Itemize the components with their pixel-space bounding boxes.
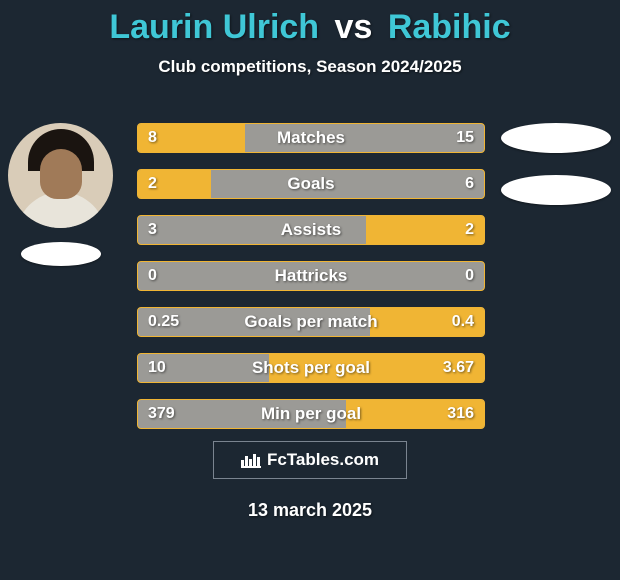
stat-row: 26Goals <box>137 169 485 199</box>
left-player-column <box>8 123 113 266</box>
bar-right-fill <box>370 308 484 336</box>
stat-row: 103.67Shots per goal <box>137 353 485 383</box>
stat-left-value: 0.25 <box>138 308 189 336</box>
bar-right-fill <box>269 354 484 382</box>
right-player-column <box>500 123 612 205</box>
title-player-right: Rabihic <box>388 8 511 46</box>
stat-right-value: 0 <box>455 262 484 290</box>
brand-label: FcTables.com <box>267 450 379 470</box>
page-title: Laurin Ulrich vs Rabihic <box>0 0 620 47</box>
bar-left-fill <box>138 170 211 198</box>
stat-row: 379316Min per goal <box>137 399 485 429</box>
bar-left-fill <box>138 124 245 152</box>
title-player-left: Laurin Ulrich <box>109 8 319 46</box>
stat-row: 32Assists <box>137 215 485 245</box>
left-team-badge <box>21 242 101 266</box>
stat-row: 815Matches <box>137 123 485 153</box>
stat-left-value: 3 <box>138 216 167 244</box>
stat-row: 0.250.4Goals per match <box>137 307 485 337</box>
bar-right-fill <box>346 400 484 428</box>
footer-date: 13 march 2025 <box>0 500 620 521</box>
stat-label: Hattricks <box>138 262 484 290</box>
stat-right-value: 15 <box>446 124 484 152</box>
bar-right-fill <box>366 216 484 244</box>
left-player-avatar <box>8 123 113 228</box>
brand-chart-icon <box>241 452 261 468</box>
stat-left-value: 0 <box>138 262 167 290</box>
comparison-bars: 815Matches 26Goals 32Assists 0 0Hattricks 0.2… <box>137 123 485 445</box>
page-subtitle: Club competitions, Season 2024/2025 <box>0 57 620 77</box>
stat-left-value: 10 <box>138 354 176 382</box>
stat-row: 0 0Hattricks <box>137 261 485 291</box>
brand-box: FcTables.com <box>213 441 407 479</box>
right-team-badge-2 <box>501 175 611 205</box>
stat-right-value: 6 <box>455 170 484 198</box>
right-team-badge-1 <box>501 123 611 153</box>
stat-left-value: 379 <box>138 400 185 428</box>
title-connector: vs <box>335 8 373 46</box>
